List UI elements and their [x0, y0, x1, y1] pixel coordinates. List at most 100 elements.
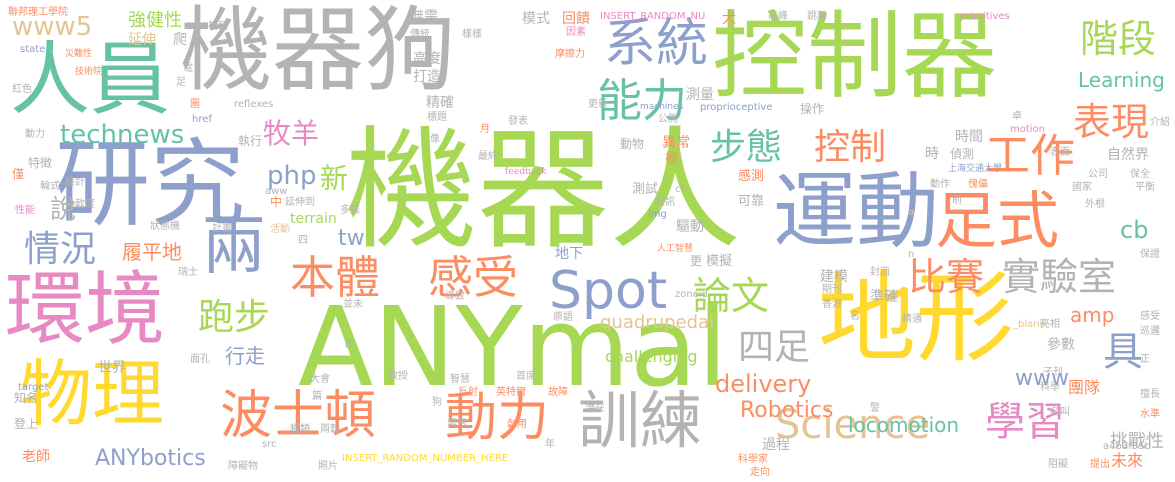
- word: 多樣: [340, 205, 360, 216]
- word: 能力: [597, 74, 688, 127]
- word: 介紹: [1150, 117, 1170, 128]
- word: 場景: [447, 419, 467, 430]
- word: aww: [265, 186, 288, 197]
- word: 名: [850, 311, 860, 322]
- word: 執行: [238, 134, 263, 148]
- word: 相稱: [208, 21, 228, 32]
- word: 柔軟度: [65, 199, 95, 210]
- word: 未來: [1111, 451, 1144, 470]
- word: ANYbotics: [95, 446, 206, 471]
- word: 足: [176, 77, 186, 88]
- word: 可靠: [738, 194, 765, 209]
- word: terrain: [290, 211, 337, 227]
- word: feedback: [505, 167, 547, 177]
- word: Learning: [1078, 68, 1165, 92]
- word: src: [262, 439, 277, 450]
- word: 準確: [870, 289, 898, 305]
- word: 發表: [508, 116, 528, 127]
- word: 跑步: [198, 297, 271, 338]
- word: 狀態機: [150, 221, 180, 232]
- word: 名叫: [1050, 407, 1070, 418]
- word: ANYmal: [298, 283, 728, 411]
- word: zoneid: [675, 289, 708, 300]
- word: 人員: [10, 33, 170, 126]
- word: 打造: [413, 69, 441, 85]
- word: 感測: [738, 169, 765, 184]
- word: reflexes: [234, 99, 274, 110]
- word: 標題: [427, 112, 447, 123]
- word: 月: [480, 124, 490, 135]
- word: 機器人: [345, 114, 741, 268]
- word: 因素: [566, 27, 586, 38]
- word: 水準: [1140, 409, 1160, 420]
- word: 前: [952, 195, 962, 206]
- word: 精通: [902, 314, 922, 325]
- word: 瑞士: [178, 267, 198, 278]
- word: 時間: [955, 129, 983, 145]
- word: 巡邏: [1140, 326, 1160, 337]
- word: 學習: [985, 399, 1065, 445]
- word: 卓: [1012, 111, 1022, 122]
- word: challenging: [605, 347, 698, 366]
- word: 過程: [762, 437, 790, 453]
- word: 英特爾: [496, 387, 526, 398]
- word: 原語: [553, 312, 573, 323]
- word: 研究: [55, 130, 246, 240]
- word: 比賽: [908, 255, 985, 299]
- word: n: [908, 249, 915, 260]
- word: 四: [298, 235, 308, 246]
- word: motion: [1010, 124, 1046, 135]
- word: 工作: [985, 129, 1076, 182]
- word: 中: [270, 195, 283, 209]
- word: 偵測: [950, 147, 975, 161]
- word: 情況: [24, 229, 97, 270]
- word: 阻礙: [1048, 459, 1068, 470]
- word: 極: [665, 151, 679, 167]
- word: 公司: [1088, 169, 1108, 180]
- word: 教授: [388, 371, 408, 382]
- word: 資訊: [655, 197, 675, 208]
- word: 障礙物: [228, 461, 258, 472]
- word: 知名: [14, 391, 39, 405]
- word: primitives: [960, 11, 1010, 22]
- word: Spot: [549, 261, 668, 321]
- word: 紅色: [12, 84, 32, 95]
- word: 反射: [458, 387, 478, 398]
- word: 高度: [413, 51, 441, 67]
- word: 波士頓: [220, 386, 377, 446]
- word: 老師: [22, 449, 50, 465]
- word: 運動: [773, 163, 939, 260]
- word: 潛在: [585, 403, 605, 414]
- word: 延伸: [128, 32, 156, 48]
- word: 時: [925, 146, 939, 162]
- word: 測量: [686, 87, 714, 103]
- word: 無需: [410, 9, 438, 25]
- word: 導致: [445, 291, 465, 302]
- word: 保證: [1140, 249, 1160, 260]
- word: 控制器: [712, 2, 998, 112]
- word: img: [648, 209, 667, 220]
- word: amp: [1070, 303, 1115, 327]
- word: 並未: [343, 299, 363, 310]
- word: state: [20, 44, 46, 55]
- word: 創用: [507, 419, 527, 430]
- word: www5: [12, 12, 93, 42]
- word: 大會: [310, 374, 330, 385]
- word: 系統: [604, 14, 709, 74]
- word: tw: [338, 226, 365, 251]
- word: 人工智慧: [657, 244, 694, 254]
- word: 階段: [1080, 17, 1157, 61]
- word: 參數: [1047, 337, 1075, 353]
- word: 驅動: [676, 219, 704, 235]
- word: 感受: [1140, 311, 1160, 322]
- word: locomotion: [848, 413, 960, 437]
- word: 擅長: [1140, 389, 1160, 400]
- word: 更新: [588, 99, 608, 110]
- word: 訓練: [578, 384, 703, 457]
- word: 挑戰性: [1110, 431, 1164, 452]
- word: 團隊: [1068, 378, 1101, 397]
- word: 兩穀: [320, 424, 340, 435]
- word: 動作: [930, 179, 950, 190]
- word: 輪式: [40, 181, 60, 192]
